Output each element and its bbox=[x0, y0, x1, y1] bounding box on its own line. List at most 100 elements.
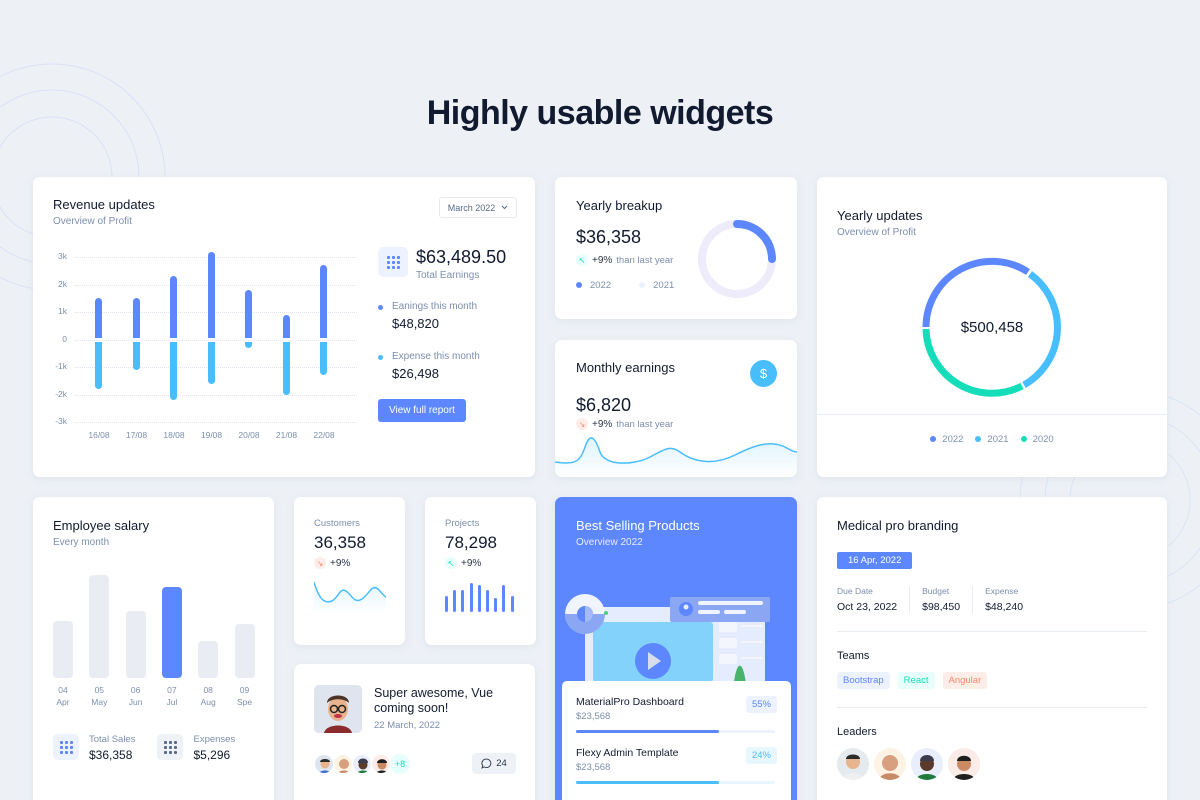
divider bbox=[817, 414, 1167, 415]
card-title: Monthly earnings bbox=[576, 360, 675, 375]
teams-label: Teams bbox=[837, 650, 870, 662]
breakup-value: $36,358 bbox=[576, 227, 642, 247]
project-bar bbox=[510, 596, 514, 612]
project-bar bbox=[469, 582, 473, 612]
yearly-updates-card: Yearly updates Overview of Profit $500,4… bbox=[817, 177, 1167, 477]
card-title: Yearly breakup bbox=[576, 198, 663, 213]
earnings-bar[interactable] bbox=[245, 290, 252, 338]
expense-bar[interactable] bbox=[245, 341, 252, 348]
y-axis-tick: 0 bbox=[62, 333, 67, 344]
salary-bar[interactable] bbox=[198, 640, 219, 678]
yearly-breakup-card: Yearly breakup $36,358 ↖ +9% than last y… bbox=[555, 177, 797, 319]
monthly-earnings-card: Monthly earnings $6,820 ↘ +9% than last … bbox=[555, 340, 797, 477]
salary-bar[interactable] bbox=[89, 575, 110, 678]
leader-avatar[interactable] bbox=[874, 748, 906, 780]
card-title: Revenue updates bbox=[53, 197, 155, 212]
x-axis-tick: 18/08 bbox=[163, 430, 185, 440]
y-axis-tick: 3k bbox=[58, 251, 67, 261]
legend-2020: 2020 bbox=[1020, 434, 1054, 445]
project-bar bbox=[486, 590, 489, 612]
earnings-bar[interactable] bbox=[170, 276, 177, 338]
expense-bar[interactable] bbox=[320, 341, 327, 376]
gridline bbox=[75, 422, 357, 423]
expense-bar[interactable] bbox=[95, 341, 102, 389]
medical-pro-branding-card: Medical pro branding 16 Apr, 2022 Due Da… bbox=[817, 497, 1167, 800]
avatar[interactable] bbox=[333, 754, 353, 774]
earnings-dot-icon bbox=[378, 305, 383, 310]
best-selling-products-card: Best Selling Products Overview 2022 Mate… bbox=[555, 497, 797, 800]
x-axis-tick: 16/08 bbox=[88, 430, 110, 440]
y-axis-tick: 2k bbox=[58, 278, 67, 289]
avatar[interactable] bbox=[352, 754, 372, 774]
team-tag-bootstrap[interactable]: Bootstrap bbox=[837, 672, 890, 689]
project-bar bbox=[445, 596, 448, 612]
gridline bbox=[75, 367, 357, 368]
leaders-label: Leaders bbox=[837, 726, 877, 738]
month-select[interactable]: March 2022 bbox=[439, 197, 517, 218]
expense-bar[interactable] bbox=[132, 341, 140, 370]
month-label: 09 Spe bbox=[236, 685, 253, 707]
leader-avatar[interactable] bbox=[837, 748, 869, 780]
post-title[interactable]: Super awesome, Vue coming soon! bbox=[374, 686, 494, 715]
revenue-bar-chart: 3k 2k 1k 0 -1k -2k -3k 16/08 17/08 18/08 19/08 20/0… bbox=[53, 245, 373, 445]
grid-icon bbox=[157, 734, 184, 760]
participant-avatars: +8 bbox=[314, 754, 410, 774]
trend-percent: +9% bbox=[330, 557, 351, 569]
expenses-stat: Expenses $5,296 bbox=[157, 734, 235, 762]
earnings-bar[interactable] bbox=[207, 251, 215, 338]
expense-bar[interactable] bbox=[282, 341, 290, 395]
trend-label: than last year bbox=[616, 254, 674, 266]
project-bar bbox=[461, 590, 465, 612]
product-name: Flexy Admin Template bbox=[576, 747, 679, 759]
arrow-down-right-icon: ↘ bbox=[576, 418, 588, 430]
salary-bar[interactable] bbox=[125, 611, 146, 678]
products-list: MaterialPro Dashboard $23,568 55% Flexy … bbox=[562, 681, 791, 800]
earnings-bar[interactable] bbox=[282, 314, 290, 338]
product-item[interactable]: MaterialPro Dashboard $23,568 55% bbox=[576, 696, 777, 733]
project-bar bbox=[502, 585, 506, 612]
earnings-label: Eanings this month bbox=[392, 301, 478, 312]
y-axis-tick: -1k bbox=[55, 361, 67, 371]
project-bar bbox=[453, 590, 457, 612]
comment-icon bbox=[481, 758, 492, 769]
trend-label: than last year bbox=[616, 418, 674, 430]
comment-count: 24 bbox=[496, 758, 507, 769]
due-date: Due Date Oct 23, 2022 bbox=[837, 586, 911, 613]
x-axis-tick: 19/08 bbox=[200, 430, 223, 440]
earnings-bar[interactable] bbox=[95, 298, 102, 338]
team-tag-react[interactable]: React bbox=[897, 672, 935, 689]
earnings-bar[interactable] bbox=[132, 298, 140, 338]
expense-bar[interactable] bbox=[170, 341, 177, 400]
leader-avatar[interactable] bbox=[911, 748, 943, 780]
comments-button[interactable]: 24 bbox=[472, 753, 516, 774]
salary-bar[interactable] bbox=[161, 587, 182, 678]
product-price: $23,568 bbox=[576, 762, 611, 773]
page-title: Highly usable widgets bbox=[426, 94, 774, 132]
expense-dot-icon bbox=[378, 355, 383, 360]
more-participants-count[interactable]: +8 bbox=[390, 754, 410, 774]
avatar[interactable] bbox=[314, 754, 334, 774]
dollar-icon: $ bbox=[750, 360, 777, 387]
month-label: 06 Jun bbox=[128, 685, 143, 707]
legend-2022: 2022 bbox=[576, 280, 611, 291]
month-select-value: March 2022 bbox=[447, 202, 496, 213]
salary-bar[interactable] bbox=[53, 621, 73, 678]
team-tag-angular[interactable]: Angular bbox=[942, 672, 988, 689]
expense-bar[interactable] bbox=[207, 341, 215, 384]
salary-bar[interactable] bbox=[234, 624, 255, 678]
divider bbox=[837, 631, 1147, 632]
expense-value: $26,498 bbox=[392, 366, 439, 381]
earnings-bar[interactable] bbox=[320, 265, 327, 338]
post-date: 22 March, 2022 bbox=[374, 720, 441, 731]
expenses-value: $5,296 bbox=[193, 748, 231, 762]
yearly-total-value: $500,458 bbox=[960, 319, 1024, 336]
grid-icon bbox=[378, 247, 408, 277]
avatar[interactable] bbox=[371, 754, 391, 774]
x-axis-tick: 22/08 bbox=[313, 430, 335, 440]
leader-avatar[interactable] bbox=[948, 748, 980, 780]
gridline bbox=[75, 339, 357, 341]
view-full-report-button[interactable]: View full report bbox=[378, 399, 466, 422]
employee-salary-card: Employee salary Every month 04 Apr 05 May 06… bbox=[33, 497, 274, 800]
project-bar bbox=[494, 597, 498, 612]
product-item[interactable]: Flexy Admin Template $23,568 24% bbox=[576, 747, 777, 784]
